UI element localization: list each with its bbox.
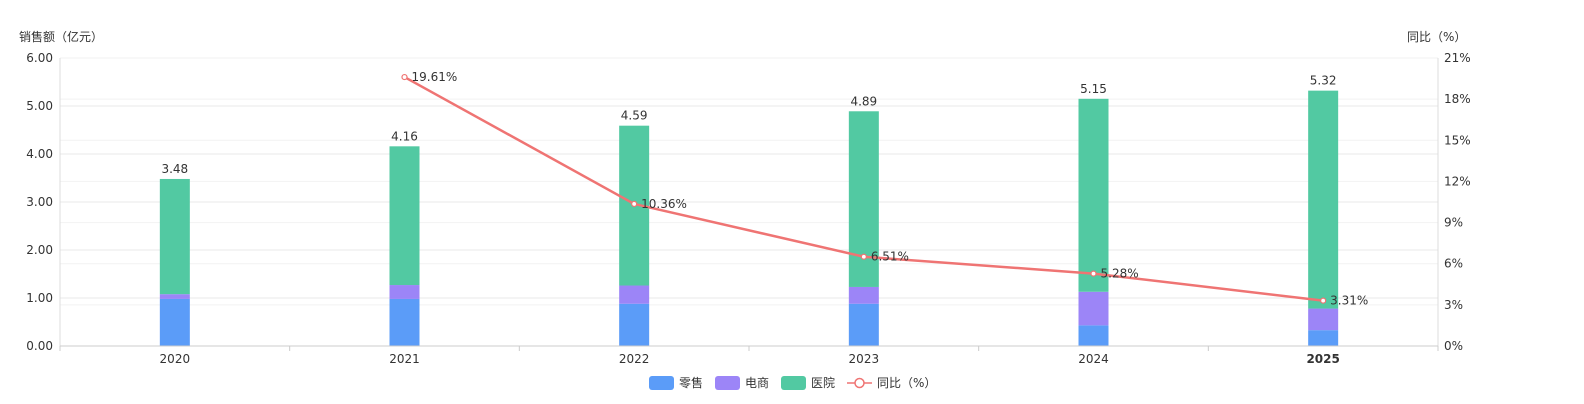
legend-label: 电商 [745,375,769,390]
bar-total-label: 5.15 [1080,82,1107,96]
left-axis-title: 销售额（亿元） [19,29,103,44]
x-axis-category-label: 2022 [619,352,650,366]
x-axis-category-label: 2020 [160,352,191,366]
yoy-point[interactable] [860,253,867,260]
legend-item[interactable]: 电商 [715,375,769,390]
yoy-line-series [401,73,1327,304]
bar-segment-0[interactable] [159,298,190,346]
left-axis-tick-label: 1.00 [26,291,53,305]
bar-segment-5[interactable] [1308,90,1339,309]
x-axis-category-label: 2025 [1306,352,1339,366]
bar-total-label: 4.59 [621,109,648,123]
yoy-point[interactable] [631,200,638,208]
right-axis-tick-label: 12% [1444,174,1471,188]
yoy-point[interactable] [401,73,408,81]
bar-segment-1[interactable] [389,285,420,299]
right-axis-tick-label: 9% [1444,216,1463,230]
legend-item[interactable]: 医院 [781,376,835,390]
yoy-label: 19.61% [412,70,458,84]
bar-segment-2[interactable] [619,303,650,346]
bar-segment-5[interactable] [1308,308,1339,331]
legend-label: 零售 [679,375,703,390]
right-axis-tick-label: 3% [1444,298,1463,312]
bar-total-label: 3.48 [161,162,188,176]
right-axis-tick-label: 0% [1444,339,1463,353]
grid-lines [60,57,1438,347]
yoy-point[interactable] [1320,297,1327,304]
legend-swatch [715,376,740,390]
yoy-label: 3.31% [1330,294,1368,308]
bar-segment-3[interactable] [848,286,879,304]
bar-segment-0[interactable] [159,294,190,299]
left-axis-tick-label: 5.00 [26,99,53,113]
bar-total-label: 4.16 [391,129,418,143]
right-axis-title: 同比（%） [1407,30,1466,44]
data-labels: 3.48 4.16 4.59 4.89 5.15 5.32 19.61% 10.36% 6.51… [161,70,1368,308]
bar-segment-1[interactable] [389,298,420,346]
x-axis-category-label: 2023 [849,352,880,366]
legend-marker [854,377,865,389]
legend[interactable]: 零售 电商 医院 同比（%） [649,375,936,390]
right-axis-tick-label: 15% [1444,133,1471,147]
bar-segment-2[interactable] [619,285,650,304]
bar-segment-3[interactable] [848,303,879,346]
legend-item[interactable]: 零售 [649,375,703,390]
yoy-label: 6.51% [871,250,909,264]
bars [159,90,1339,346]
bar-segment-1[interactable] [389,146,420,286]
yoy-point[interactable] [1090,270,1097,277]
x-axis-category-label: 2021 [389,352,420,366]
bar-segment-5[interactable] [1308,330,1339,346]
legend-label: 医院 [811,376,835,390]
bar-segment-4[interactable] [1078,98,1109,292]
left-axis-tick-label: 6.00 [26,51,53,65]
right-axis-tick-label: 18% [1444,92,1471,106]
legend-swatch [781,376,806,390]
yoy-label: 10.36% [641,197,687,211]
bar-total-label: 5.32 [1310,74,1337,88]
axes: 0.00 1.00 2.00 3.00 4.00 5.00 6.00 0% 3% 6% 9% 12% 1… [26,51,1470,366]
bar-segment-4[interactable] [1078,291,1109,326]
left-axis-tick-label: 0.00 [26,339,53,353]
legend-item[interactable]: 同比（%） [847,376,936,390]
bar-segment-4[interactable] [1078,325,1109,346]
right-axis-tick-label: 6% [1444,257,1463,271]
left-axis-tick-label: 3.00 [26,195,53,209]
legend-swatch [649,376,674,390]
bar-total-label: 4.89 [850,94,877,108]
left-axis-tick-label: 4.00 [26,147,53,161]
right-axis-tick-label: 21% [1444,51,1471,65]
bar-segment-0[interactable] [159,178,190,295]
x-axis-category-label: 2024 [1078,352,1109,366]
left-axis-tick-label: 2.00 [26,243,53,257]
yoy-label: 5.28% [1101,267,1139,281]
legend-label: 同比（%） [877,376,936,390]
